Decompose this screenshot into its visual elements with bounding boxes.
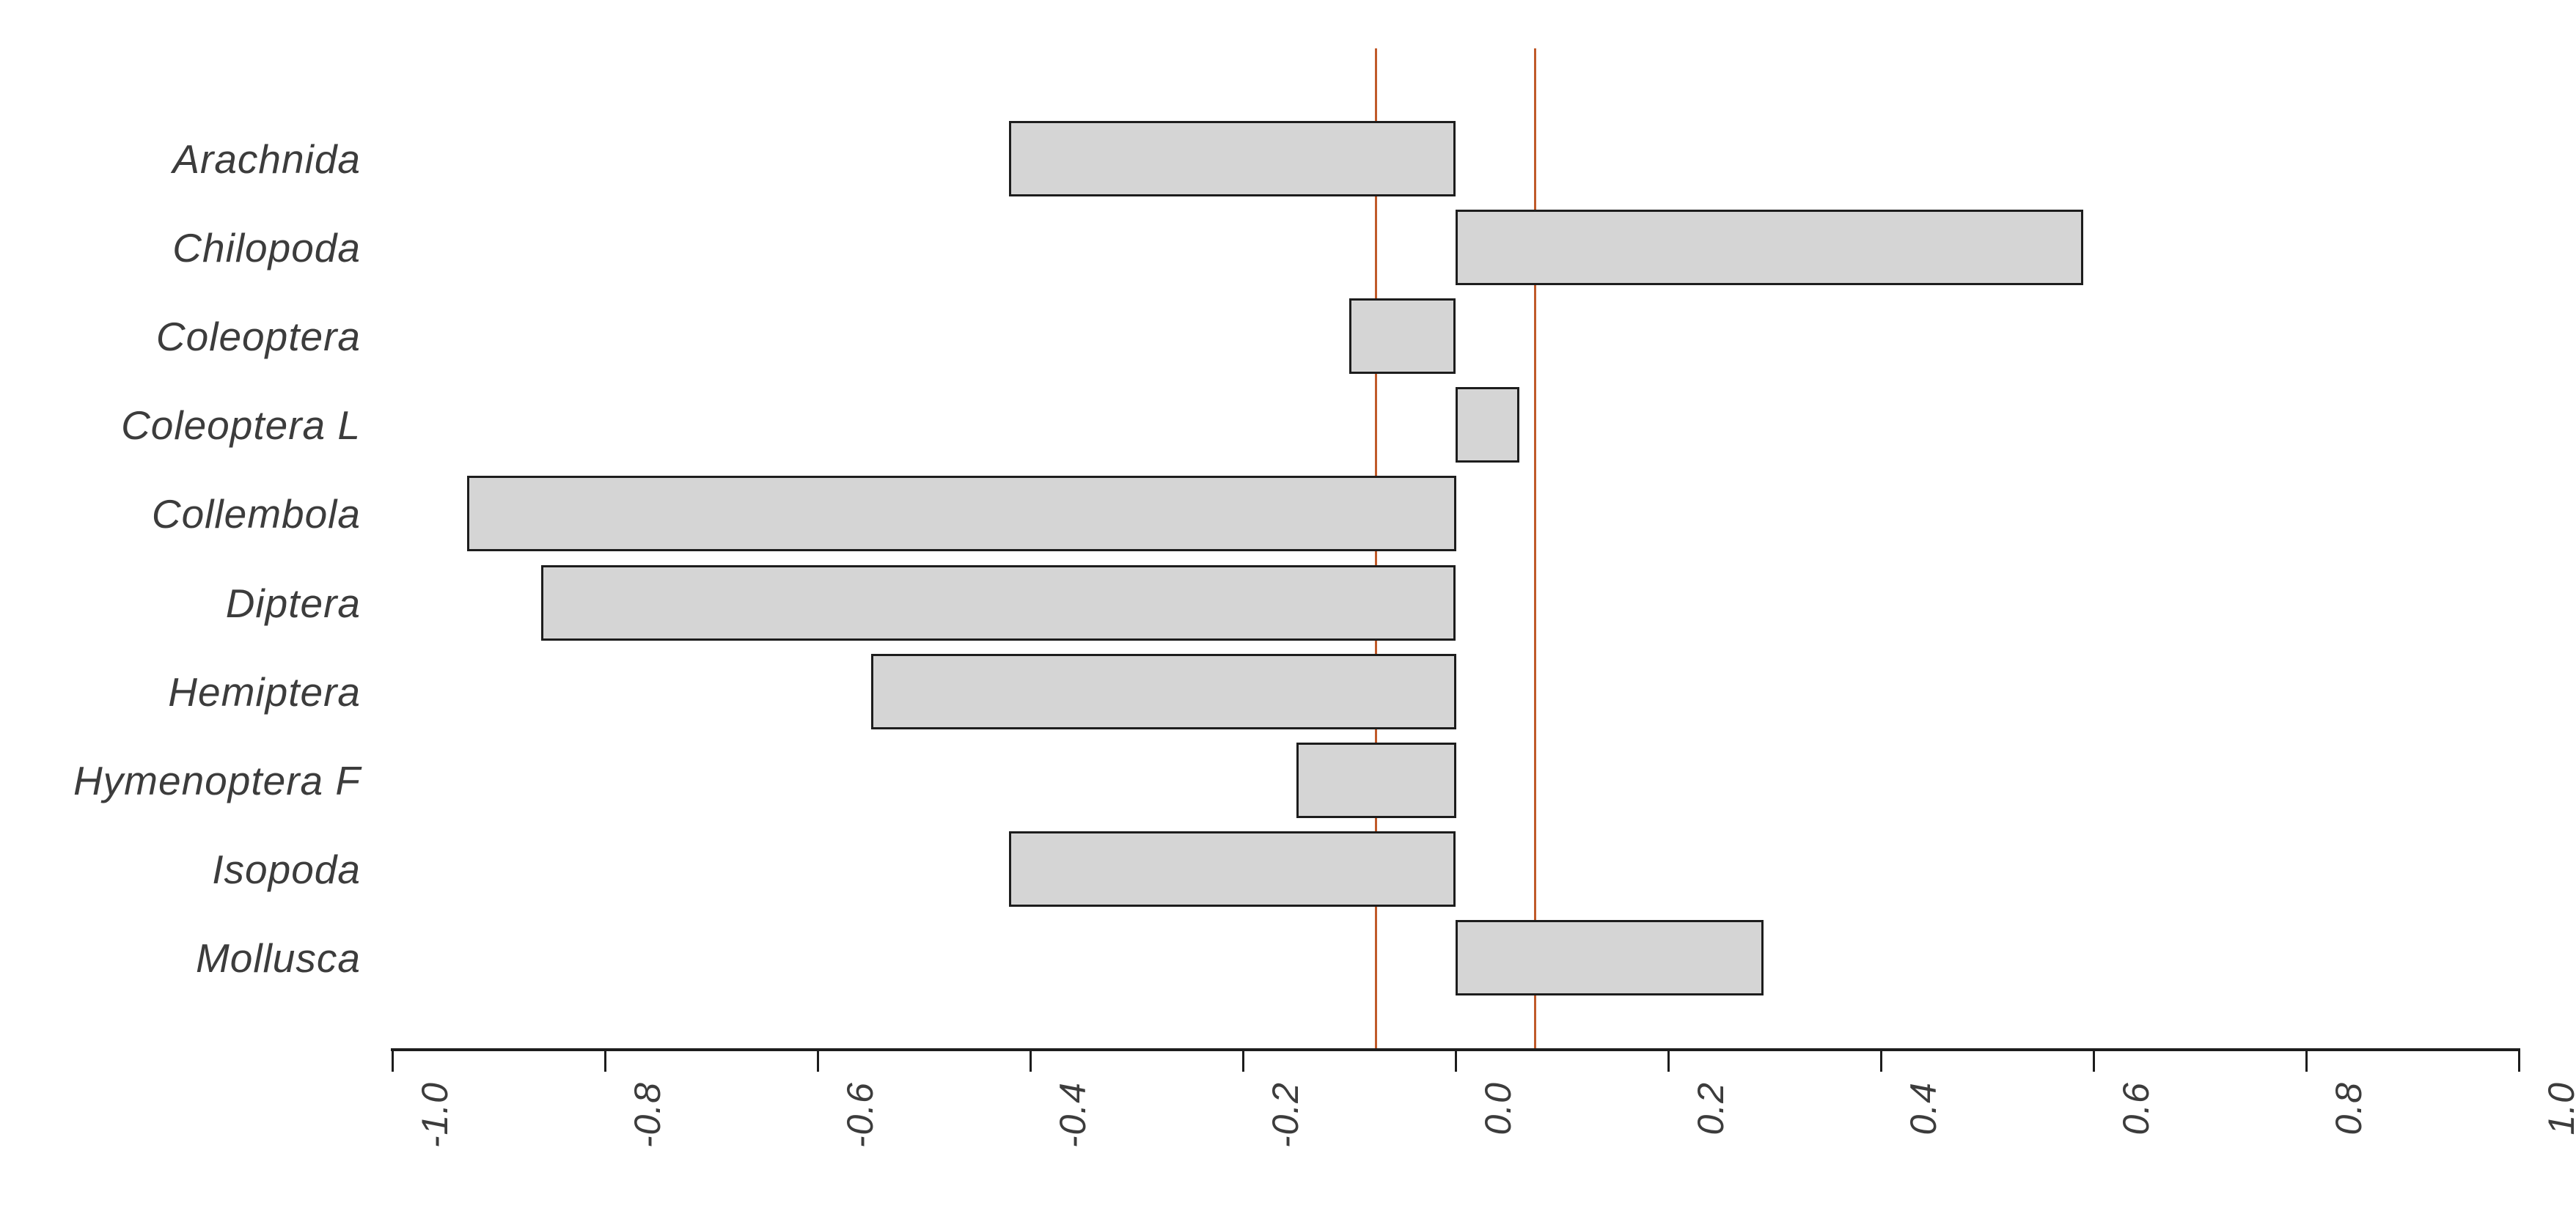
category-label: Hemiptera xyxy=(168,669,361,715)
x-axis-tick xyxy=(1241,1050,1244,1072)
bar-coleoptera-l xyxy=(1456,387,1519,463)
x-axis-tick-label: -0.6 xyxy=(840,1082,881,1149)
bar-chilopoda xyxy=(1456,210,2083,285)
category-label: Coleoptera xyxy=(155,313,361,359)
x-axis-tick-label: -1.0 xyxy=(414,1082,455,1149)
category-label: Hymenoptera F xyxy=(73,757,361,803)
x-axis-tick xyxy=(816,1050,819,1072)
category-label: Chilopoda xyxy=(172,224,361,270)
x-axis-tick xyxy=(1667,1050,1670,1072)
x-axis-tick-label: 0.2 xyxy=(1690,1082,1731,1135)
bar-coleoptera xyxy=(1349,298,1456,374)
category-label: Coleoptera L xyxy=(121,402,361,448)
x-axis-tick xyxy=(1454,1050,1457,1072)
bar-hemiptera xyxy=(871,654,1456,729)
bar-mollusca xyxy=(1456,920,1764,995)
reference-line xyxy=(1534,48,1537,1050)
x-axis-tick xyxy=(603,1050,606,1072)
bar-isopoda xyxy=(1009,831,1456,907)
x-axis-tick-label: -0.2 xyxy=(1265,1082,1306,1149)
x-axis-tick-label: 0.6 xyxy=(2116,1082,2157,1135)
x-axis-tick-label: 0.8 xyxy=(2328,1082,2369,1135)
x-axis-tick-label: 0.0 xyxy=(1478,1082,1519,1135)
category-label: Mollusca xyxy=(195,935,361,981)
category-label: Collembola xyxy=(151,490,361,537)
category-label: Arachnida xyxy=(172,136,361,182)
x-axis-tick xyxy=(1879,1050,1882,1072)
bar-hymenoptera-f xyxy=(1296,743,1456,818)
x-axis-tick xyxy=(2092,1050,2095,1072)
bar-diptera xyxy=(541,565,1456,641)
category-label: Diptera xyxy=(225,580,361,626)
x-axis-tick xyxy=(391,1050,394,1072)
x-axis-tick-label: -0.4 xyxy=(1052,1082,1093,1149)
x-axis-tick-label: 0.4 xyxy=(1903,1082,1944,1135)
x-axis-tick xyxy=(2305,1050,2308,1072)
x-axis-tick xyxy=(1029,1050,1032,1072)
category-label: Isopoda xyxy=(212,846,361,892)
x-axis-tick-label: 1.0 xyxy=(2541,1082,2576,1135)
x-axis-tick-label: -0.8 xyxy=(627,1082,668,1149)
bar-collembola xyxy=(467,476,1456,551)
x-axis-tick xyxy=(2517,1050,2520,1072)
bar-arachnida xyxy=(1009,121,1456,196)
